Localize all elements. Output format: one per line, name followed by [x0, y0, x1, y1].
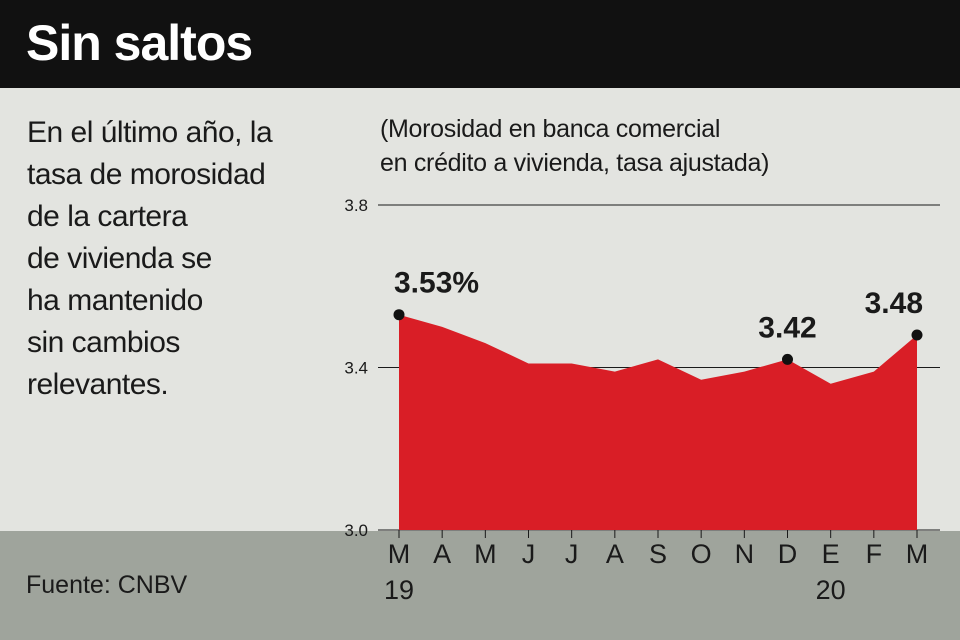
annotation-layer: 3.53% 3.42 3.48: [393, 267, 923, 365]
data-label: 3.48: [865, 287, 923, 320]
x-tick-label: M: [474, 539, 497, 569]
chart-subtitle-line: en crédito a vivienda, tasa ajustada): [380, 149, 770, 177]
x-tick-label: M: [388, 539, 411, 569]
x-tick-label: E: [822, 539, 840, 569]
data-point: [782, 353, 793, 365]
x-axis: M A M J J A S O N D E F M19 20: [384, 530, 928, 605]
x-tick-label: J: [565, 539, 579, 569]
x-tick-label: M: [906, 539, 929, 569]
x-year-label: 20: [816, 575, 846, 605]
chart-subtitle-line: (Morosidad en banca comercial: [380, 115, 721, 143]
x-tick-label: D: [778, 539, 798, 569]
description-line: de la cartera: [27, 200, 188, 233]
x-year-label: 19: [384, 575, 414, 605]
description-line: En el último año, la: [27, 116, 273, 149]
x-tick-label: S: [649, 539, 667, 569]
y-tick-label: 3.4: [344, 359, 368, 378]
description-line: de vivienda se: [27, 242, 212, 275]
x-tick-label: O: [691, 539, 712, 569]
description-line: ha mantenido: [27, 284, 203, 317]
data-label: 3.42: [758, 311, 816, 344]
description-line: tasa de morosidad: [27, 158, 266, 191]
x-tick-label: F: [866, 539, 883, 569]
description-text: En el último año, la tasa de morosidad d…: [27, 112, 327, 406]
description-line: relevantes.: [27, 368, 169, 401]
y-axis: 3.0 3.4 3.8: [344, 196, 368, 540]
x-tick-label: J: [522, 539, 536, 569]
chart-subtitle: (Morosidad en banca comercial en crédito…: [380, 112, 769, 180]
data-point: [393, 309, 405, 321]
description-line: sin cambios: [27, 326, 180, 359]
data-point: [911, 329, 923, 341]
page-title: Sin saltos: [26, 15, 253, 71]
series-area: [399, 314, 917, 530]
source-note: Fuente: CNBV: [26, 571, 188, 599]
header-bar: Sin saltos: [0, 0, 960, 88]
data-label: 3.53%: [394, 267, 479, 300]
x-tick-label: A: [606, 539, 624, 569]
x-tick-label: A: [433, 539, 451, 569]
footer-band: [0, 531, 960, 640]
area-layer: [399, 314, 917, 530]
y-tick-label: 3.8: [344, 196, 368, 215]
x-tick-label: N: [735, 539, 755, 569]
y-tick-label: 3.0: [344, 521, 368, 540]
